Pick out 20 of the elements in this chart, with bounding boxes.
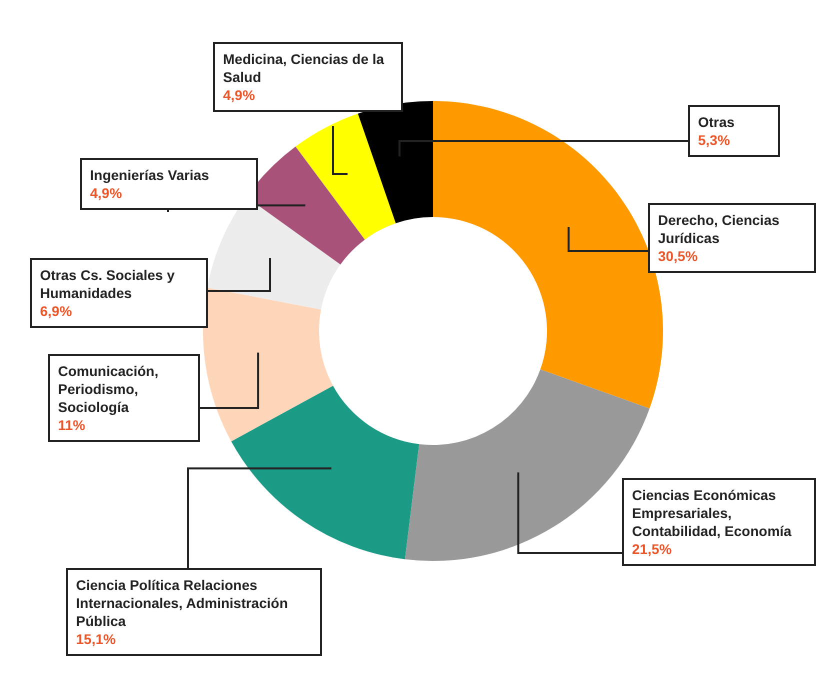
donut-slice (203, 288, 333, 442)
slice-label: Medicina, Ciencias de la Salud (223, 50, 386, 86)
slice-label: Otras Cs. Sociales y Humanidades (40, 266, 176, 302)
data-label: 21,5% (632, 540, 673, 558)
donut-slice (231, 386, 420, 560)
data-label: 6,9% (40, 302, 73, 320)
donut-slice (358, 101, 433, 224)
donut-slice (296, 114, 396, 240)
data-label: 4,9% (223, 86, 256, 104)
data-label: 4,9% (90, 184, 123, 202)
data-label: 15,1% (76, 630, 117, 648)
data-label: 5,3% (698, 131, 731, 149)
slice-label: Otras (698, 113, 736, 131)
slice-label: Ciencia Política Relaciones Internacionales, Administración Pública (76, 576, 289, 630)
data-label: 11% (58, 416, 86, 434)
data-label: 30,5% (658, 247, 699, 265)
slice-label: Derecho, Ciencias Jurídicas (658, 211, 780, 247)
slice-label: Comunicación, Periodismo, Sociología (58, 362, 160, 416)
slice-label: Ciencias Económicas Empresariales, Contabilidad, Economía (632, 486, 792, 540)
slice-label: Ingenierías Varias (90, 166, 210, 184)
